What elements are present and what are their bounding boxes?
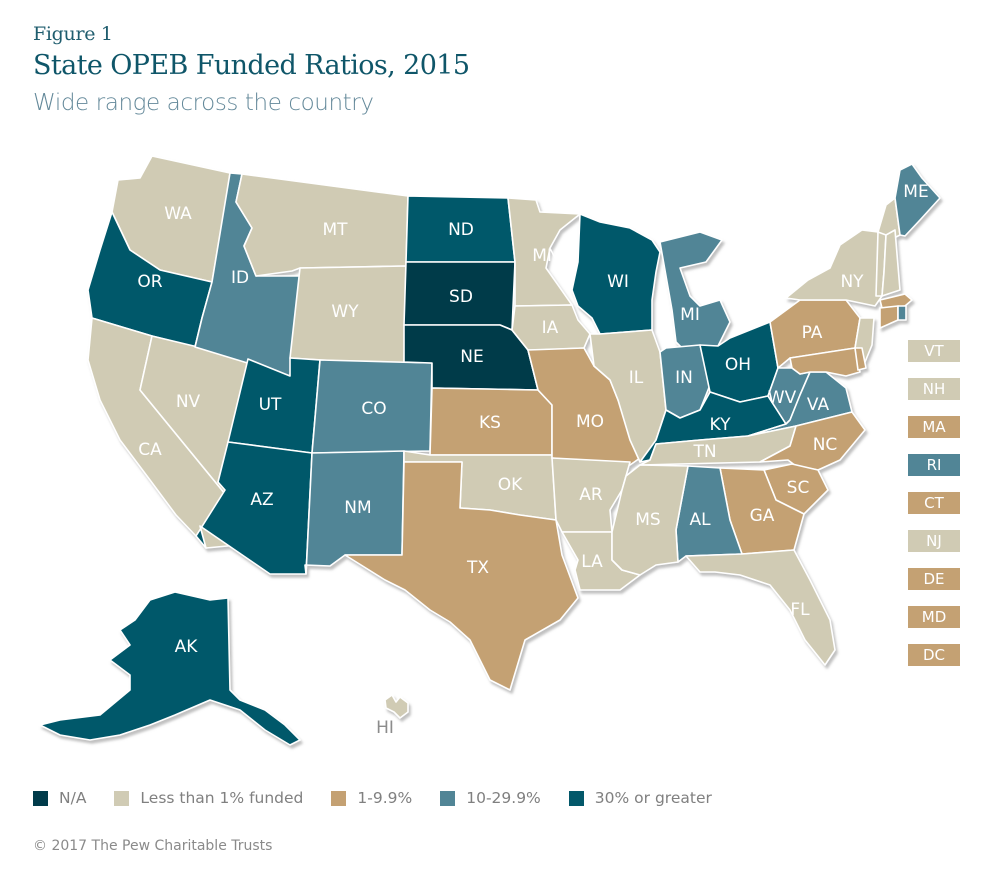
state-ak bbox=[39, 591, 301, 746]
state-ct bbox=[879, 305, 899, 329]
state-label-nv: NV bbox=[176, 392, 201, 412]
state-ny bbox=[785, 229, 883, 307]
state-label-mn: MN bbox=[532, 246, 559, 266]
state-label-al: AL bbox=[689, 510, 711, 530]
legend-swatch bbox=[114, 790, 130, 806]
legend-swatch bbox=[440, 790, 456, 806]
state-label-ak: AK bbox=[175, 637, 199, 657]
small-state-dc: DC bbox=[908, 644, 960, 666]
legend-label: 30% or greater bbox=[594, 789, 712, 807]
state-de bbox=[854, 347, 867, 371]
state-label-wv: WV bbox=[768, 388, 797, 408]
state-label-hi: HI bbox=[376, 718, 394, 738]
state-label-wa: WA bbox=[164, 204, 192, 224]
state-ms bbox=[611, 464, 689, 576]
legend-swatch bbox=[568, 790, 584, 806]
legend: N/A Less than 1% funded 1-9.9% 10-29.9% 30% … bbox=[33, 789, 740, 807]
state-label-mt: MT bbox=[322, 220, 348, 240]
state-label-wy: WY bbox=[331, 302, 359, 322]
legend-item-c30plus: 30% or greater bbox=[568, 789, 712, 807]
state-label-ny: NY bbox=[840, 272, 864, 292]
legend-item-c10to29: 10-29.9% bbox=[440, 789, 541, 807]
state-label-in: IN bbox=[675, 368, 693, 388]
small-state-vt: VT bbox=[908, 340, 960, 362]
figure-label: Figure 1 bbox=[33, 23, 113, 45]
state-label-nd: ND bbox=[448, 220, 474, 240]
state-label-ms: MS bbox=[635, 510, 660, 530]
state-label-nc: NC bbox=[813, 435, 838, 455]
state-label-wi: WI bbox=[607, 272, 629, 292]
state-label-tx: TX bbox=[466, 558, 489, 578]
state-label-va: VA bbox=[807, 395, 830, 415]
state-nc bbox=[759, 411, 866, 471]
state-label-ne: NE bbox=[460, 347, 483, 367]
credit: © 2017 The Pew Charitable Trusts bbox=[33, 838, 273, 854]
small-states-list: VT NH MA RI CT NJ DE MD DC bbox=[908, 340, 960, 682]
state-me bbox=[894, 163, 941, 237]
state-label-tn: TN bbox=[692, 442, 716, 462]
legend-item-c1to9: 1-9.9% bbox=[331, 789, 412, 807]
small-state-ri: RI bbox=[908, 454, 960, 476]
state-label-co: CO bbox=[361, 399, 386, 419]
state-mi bbox=[659, 231, 731, 351]
state-label-il: IL bbox=[629, 368, 644, 388]
small-state-nh: NH bbox=[908, 378, 960, 400]
state-label-ga: GA bbox=[750, 506, 775, 526]
state-label-nm: NM bbox=[344, 498, 371, 518]
small-state-nj: NJ bbox=[908, 530, 960, 552]
state-label-ky: KY bbox=[710, 415, 732, 435]
legend-item-lt1: Less than 1% funded bbox=[114, 789, 303, 807]
state-mn bbox=[507, 197, 581, 307]
state-label-oh: OH bbox=[725, 355, 751, 375]
state-tx bbox=[344, 461, 579, 691]
subtitle: Wide range across the country bbox=[33, 90, 374, 116]
state-label-mo: MO bbox=[576, 412, 604, 432]
state-label-sd: SD bbox=[449, 287, 473, 307]
state-nh bbox=[881, 229, 901, 297]
state-label-ut: UT bbox=[259, 395, 282, 415]
page-title: State OPEB Funded Ratios, 2015 bbox=[33, 50, 470, 81]
state-ri bbox=[897, 305, 907, 321]
state-fl bbox=[685, 549, 836, 666]
state-label-ar: AR bbox=[579, 485, 603, 505]
legend-item-na: N/A bbox=[33, 789, 86, 807]
state-label-mi: MI bbox=[680, 305, 700, 325]
state-label-la: LA bbox=[581, 552, 603, 572]
small-state-ma: MA bbox=[908, 416, 960, 438]
state-wi bbox=[571, 213, 661, 335]
state-label-ia: IA bbox=[542, 318, 559, 338]
state-label-sc: SC bbox=[787, 478, 810, 498]
state-hi bbox=[384, 694, 409, 719]
small-state-ct: CT bbox=[908, 492, 960, 514]
legend-swatch bbox=[33, 790, 48, 806]
legend-label: Less than 1% funded bbox=[140, 789, 304, 807]
state-label-or: OR bbox=[137, 272, 162, 292]
legend-label: N/A bbox=[59, 789, 87, 807]
legend-swatch bbox=[331, 790, 347, 806]
state-label-ca: CA bbox=[138, 440, 162, 460]
state-label-ks: KS bbox=[479, 413, 501, 433]
state-ar bbox=[551, 457, 631, 533]
legend-label: 10-29.9% bbox=[466, 789, 541, 807]
state-label-id: ID bbox=[231, 268, 249, 288]
small-state-de: DE bbox=[908, 568, 960, 590]
small-state-md: MD bbox=[908, 606, 960, 628]
state-label-fl: FL bbox=[790, 600, 810, 620]
legend-label: 1-9.9% bbox=[357, 789, 413, 807]
state-label-ok: OK bbox=[498, 475, 523, 495]
state-label-pa: PA bbox=[802, 323, 823, 343]
state-label-me: ME bbox=[903, 182, 928, 202]
state-ma bbox=[879, 293, 913, 309]
state-label-az: AZ bbox=[250, 490, 273, 510]
